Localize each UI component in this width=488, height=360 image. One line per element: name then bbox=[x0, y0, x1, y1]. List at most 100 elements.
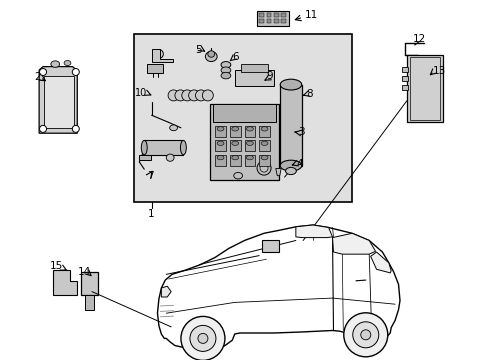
Polygon shape bbox=[151, 49, 172, 62]
Bar bbox=[281, 13, 285, 17]
Bar bbox=[266, 19, 271, 23]
Bar bbox=[139, 155, 150, 160]
Ellipse shape bbox=[280, 160, 301, 171]
Circle shape bbox=[168, 90, 179, 101]
Text: 1: 1 bbox=[148, 209, 155, 219]
Text: 2: 2 bbox=[34, 72, 41, 82]
Text: 15: 15 bbox=[50, 261, 63, 271]
Bar bbox=[259, 126, 269, 137]
Bar bbox=[257, 11, 289, 26]
Ellipse shape bbox=[207, 51, 214, 57]
Bar bbox=[244, 140, 255, 151]
Circle shape bbox=[40, 68, 46, 76]
Bar bbox=[273, 13, 278, 17]
Bar bbox=[134, 34, 351, 202]
Ellipse shape bbox=[261, 156, 267, 160]
Circle shape bbox=[198, 333, 207, 343]
Polygon shape bbox=[53, 270, 77, 295]
Bar bbox=[244, 155, 255, 166]
Text: 3: 3 bbox=[298, 127, 305, 138]
Bar bbox=[259, 13, 264, 17]
Bar bbox=[81, 272, 98, 295]
Ellipse shape bbox=[221, 67, 230, 73]
Circle shape bbox=[72, 125, 79, 132]
Ellipse shape bbox=[217, 127, 224, 131]
Polygon shape bbox=[39, 67, 77, 133]
Bar bbox=[281, 19, 285, 23]
Bar bbox=[244, 126, 255, 137]
Text: 7: 7 bbox=[147, 171, 154, 181]
Bar bbox=[215, 126, 225, 137]
Circle shape bbox=[40, 125, 46, 132]
Bar bbox=[409, 57, 439, 120]
Bar bbox=[240, 64, 267, 72]
Ellipse shape bbox=[217, 141, 224, 145]
Circle shape bbox=[72, 68, 79, 76]
Polygon shape bbox=[370, 252, 390, 273]
Ellipse shape bbox=[231, 141, 238, 145]
Text: 4: 4 bbox=[296, 159, 303, 169]
Bar bbox=[401, 85, 407, 90]
Ellipse shape bbox=[246, 141, 253, 145]
Ellipse shape bbox=[205, 51, 217, 62]
Ellipse shape bbox=[217, 156, 224, 160]
Polygon shape bbox=[161, 286, 171, 297]
Ellipse shape bbox=[261, 141, 267, 145]
Bar bbox=[273, 19, 278, 23]
Ellipse shape bbox=[51, 61, 60, 67]
Text: 12: 12 bbox=[412, 33, 426, 44]
Text: 8: 8 bbox=[306, 89, 313, 99]
Ellipse shape bbox=[221, 62, 230, 68]
Bar bbox=[84, 295, 94, 310]
Bar bbox=[234, 70, 273, 86]
Bar bbox=[229, 126, 240, 137]
Ellipse shape bbox=[64, 60, 71, 66]
Circle shape bbox=[360, 330, 370, 340]
Ellipse shape bbox=[231, 156, 238, 160]
Circle shape bbox=[202, 90, 213, 101]
Ellipse shape bbox=[154, 49, 163, 58]
Polygon shape bbox=[275, 168, 281, 176]
Ellipse shape bbox=[180, 140, 186, 155]
Ellipse shape bbox=[233, 172, 242, 179]
Polygon shape bbox=[295, 225, 332, 238]
Bar bbox=[212, 104, 276, 122]
Polygon shape bbox=[157, 225, 399, 351]
Circle shape bbox=[195, 90, 206, 101]
Bar bbox=[280, 85, 301, 166]
Circle shape bbox=[189, 325, 216, 351]
Bar bbox=[215, 140, 225, 151]
Ellipse shape bbox=[285, 167, 296, 175]
Bar bbox=[215, 155, 225, 166]
Bar bbox=[259, 155, 269, 166]
Circle shape bbox=[343, 313, 387, 357]
Polygon shape bbox=[332, 233, 375, 254]
Ellipse shape bbox=[280, 79, 301, 90]
Ellipse shape bbox=[231, 127, 238, 131]
Bar bbox=[401, 76, 407, 81]
Ellipse shape bbox=[166, 154, 174, 161]
Text: 11: 11 bbox=[304, 10, 317, 20]
Text: 13: 13 bbox=[431, 66, 445, 76]
Bar bbox=[229, 155, 240, 166]
Circle shape bbox=[182, 90, 192, 101]
Ellipse shape bbox=[141, 140, 147, 155]
Bar bbox=[146, 64, 163, 73]
Bar bbox=[406, 55, 442, 122]
Ellipse shape bbox=[221, 72, 230, 79]
Bar bbox=[401, 67, 407, 72]
Bar bbox=[261, 240, 278, 252]
Bar bbox=[210, 104, 278, 180]
Text: 9: 9 bbox=[266, 71, 273, 81]
Text: 14: 14 bbox=[77, 267, 91, 277]
Text: 6: 6 bbox=[232, 52, 239, 62]
Ellipse shape bbox=[246, 127, 253, 131]
Circle shape bbox=[352, 322, 378, 348]
Ellipse shape bbox=[261, 127, 267, 131]
Ellipse shape bbox=[169, 125, 177, 131]
Text: 5: 5 bbox=[194, 45, 201, 55]
Bar bbox=[44, 76, 74, 128]
Circle shape bbox=[175, 90, 185, 101]
Bar bbox=[229, 140, 240, 151]
Bar bbox=[266, 13, 271, 17]
